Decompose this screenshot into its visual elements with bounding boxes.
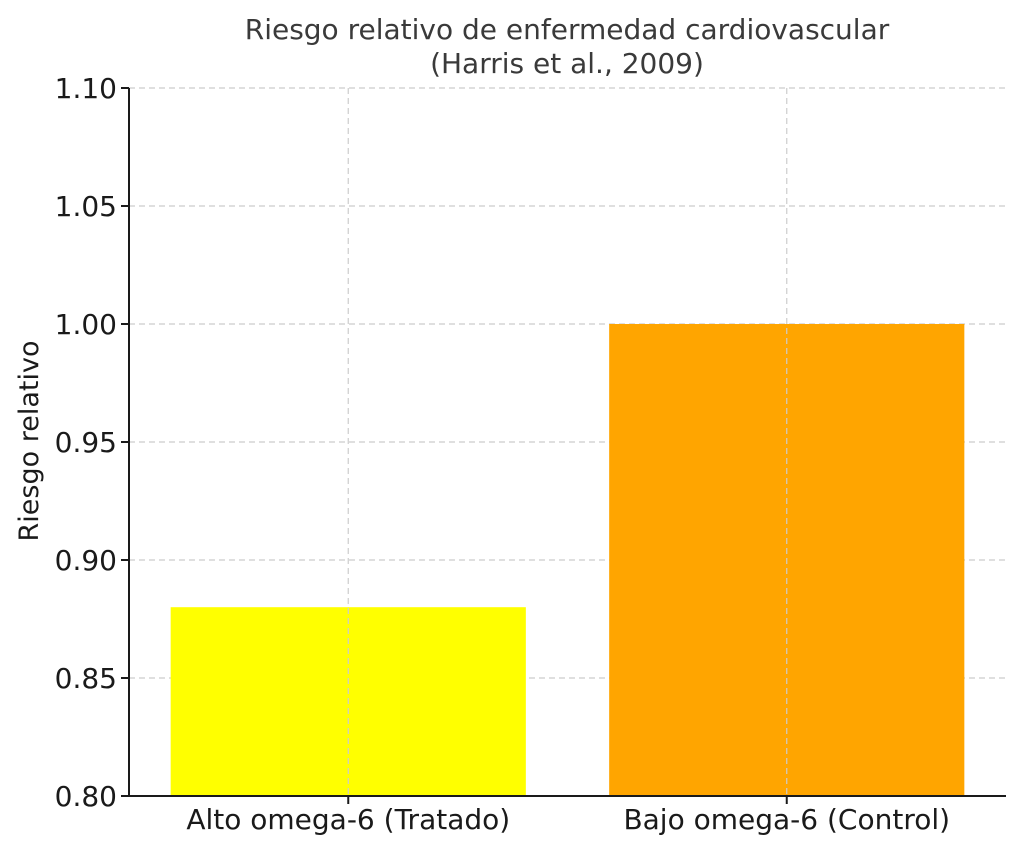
x-tick-label: Alto omega-6 (Tratado) (186, 803, 510, 836)
chart-subtitle: (Harris et al., 2009) (430, 47, 704, 80)
x-tick-layer: Alto omega-6 (Tratado) Bajo omega-6 (Cont… (186, 796, 950, 836)
y-tick-layer: 0.80 0.85 0.90 0.95 1.00 1.05 1.10 (55, 72, 129, 813)
y-tick-label: 1.10 (55, 72, 117, 105)
y-tick-label: 0.85 (55, 662, 117, 695)
x-tick-label: Bajo omega-6 (Control) (623, 803, 950, 836)
y-tick-label: 1.05 (55, 190, 117, 223)
y-tick-label: 1.00 (55, 308, 117, 341)
y-tick-label: 0.95 (55, 426, 117, 459)
chart-title: Riesgo relativo de enfermedad cardiovasc… (245, 13, 890, 46)
y-axis-label: Riesgo relativo (14, 341, 45, 542)
x-grid-layer (347, 88, 788, 796)
y-tick-label: 0.80 (55, 780, 117, 813)
y-tick-label: 0.90 (55, 544, 117, 577)
